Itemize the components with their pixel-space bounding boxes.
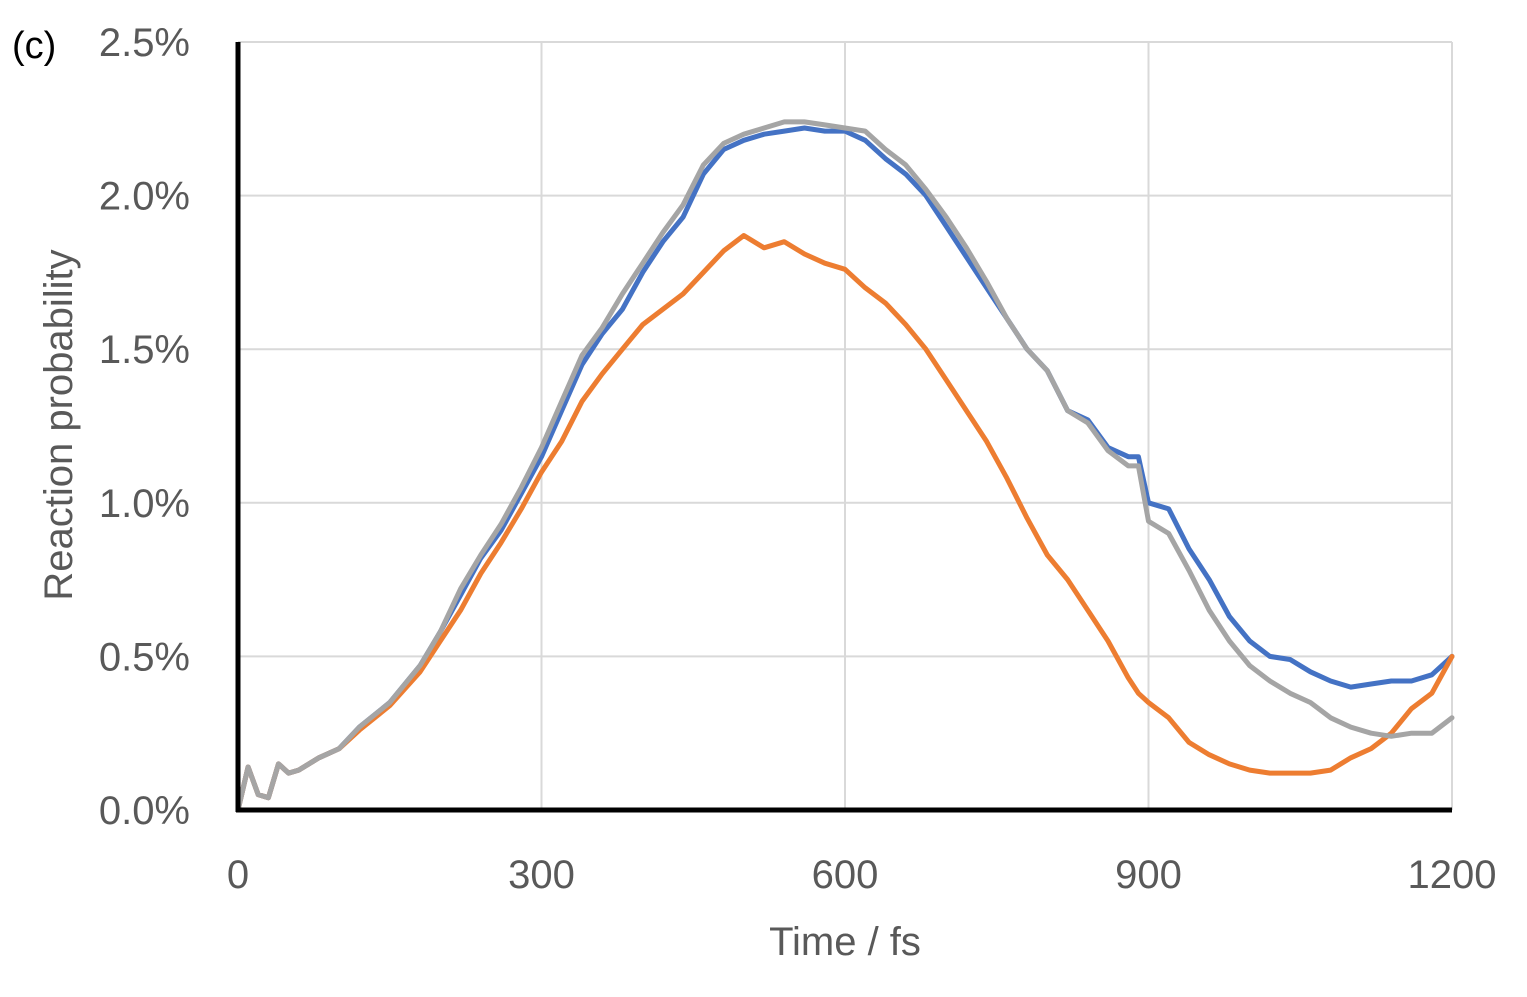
x-tick-labels: 0 300 600 900 1200 — [227, 853, 1497, 897]
x-tick-label: 300 — [508, 853, 575, 897]
x-tick-label: 1200 — [1408, 853, 1497, 897]
series-line-2 — [235, 233, 1455, 813]
vertical-gridlines — [237, 42, 1453, 810]
y-tick-label: 1.5% — [99, 328, 190, 372]
y-tick-label: 2.5% — [99, 21, 190, 65]
panel-label: (c) — [12, 25, 56, 67]
x-tick-label: 0 — [227, 853, 249, 897]
y-tick-label: 0.5% — [99, 635, 190, 679]
y-tick-label: 1.0% — [99, 482, 190, 526]
y-axis-title: Reaction probability — [37, 249, 81, 600]
x-axis-title: Time / fs — [769, 920, 921, 964]
y-tick-labels: 0.0% 0.5% 1.0% 1.5% 2.0% 2.5% — [99, 21, 190, 833]
series-line-3 — [235, 119, 1455, 813]
series-lines — [235, 119, 1455, 813]
y-tick-label: 0.0% — [99, 789, 190, 833]
y-tick-label: 2.0% — [99, 175, 190, 219]
x-tick-label: 900 — [1115, 853, 1182, 897]
x-tick-label: 600 — [812, 853, 879, 897]
